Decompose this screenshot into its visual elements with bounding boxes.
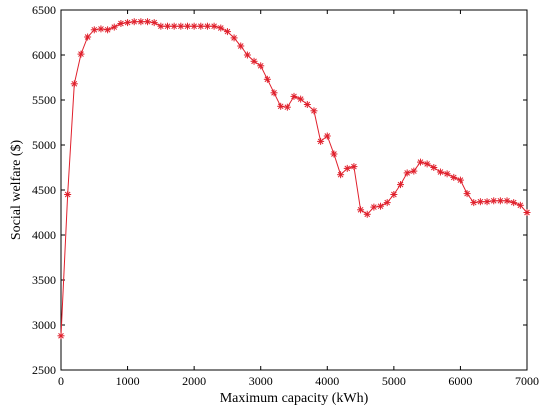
data-point xyxy=(456,176,464,184)
data-point xyxy=(523,209,531,216)
x-tick-label: 4000 xyxy=(315,374,339,388)
data-point xyxy=(137,18,145,26)
data-point xyxy=(317,137,325,145)
data-point xyxy=(510,199,518,207)
data-point xyxy=(476,198,484,206)
y-tick-label: 5500 xyxy=(32,93,56,107)
x-tick-label: 7000 xyxy=(515,374,539,388)
data-point xyxy=(490,197,498,205)
data-point xyxy=(257,62,265,70)
data-point xyxy=(210,22,218,30)
data-point xyxy=(70,80,78,88)
data-point xyxy=(350,163,358,171)
data-point xyxy=(164,22,172,30)
data-point xyxy=(150,19,158,27)
y-axis-title: Social welfare ($) xyxy=(9,140,24,241)
data-point xyxy=(450,173,458,181)
data-point xyxy=(190,22,198,30)
data-point xyxy=(263,75,271,83)
data-point xyxy=(377,202,385,210)
data-point xyxy=(483,198,491,206)
data-point xyxy=(270,89,278,97)
data-point xyxy=(237,42,245,50)
x-tick-label: 5000 xyxy=(382,374,406,388)
data-point xyxy=(397,181,405,189)
y-tick-label: 4000 xyxy=(32,228,56,242)
data-point xyxy=(370,203,378,211)
data-point xyxy=(410,167,418,175)
y-tick-label: 4500 xyxy=(32,183,56,197)
data-point xyxy=(243,51,251,59)
data-point xyxy=(290,92,298,100)
series-markers xyxy=(57,18,531,340)
y-tick-label: 2500 xyxy=(32,363,56,377)
data-point xyxy=(496,197,504,205)
x-tick-label: 2000 xyxy=(182,374,206,388)
data-point xyxy=(250,57,258,65)
data-point xyxy=(303,101,311,108)
data-point xyxy=(436,168,444,176)
data-point xyxy=(130,18,138,26)
data-point xyxy=(430,164,438,171)
data-point xyxy=(330,150,338,158)
data-point xyxy=(183,22,191,30)
data-point xyxy=(463,190,471,198)
data-point xyxy=(177,22,185,30)
data-point xyxy=(77,50,85,58)
data-point xyxy=(90,26,98,34)
data-point xyxy=(223,28,231,36)
data-point xyxy=(144,18,152,26)
data-point xyxy=(117,20,125,27)
data-point xyxy=(423,160,431,168)
data-point xyxy=(104,26,112,34)
x-axis-title: Maximum capacity (kWh) xyxy=(220,391,369,406)
data-point xyxy=(443,170,451,178)
data-point xyxy=(157,22,165,30)
data-point xyxy=(390,191,398,198)
data-point xyxy=(343,164,351,172)
data-point xyxy=(124,19,132,27)
y-tick-label: 6000 xyxy=(32,48,56,62)
data-point xyxy=(283,103,291,111)
data-point xyxy=(277,102,285,110)
x-tick-label: 0 xyxy=(58,374,64,388)
data-point xyxy=(516,201,524,209)
data-point xyxy=(297,95,305,103)
data-point xyxy=(503,197,511,205)
plot-area xyxy=(60,9,528,371)
y-tick-label: 3000 xyxy=(32,318,56,332)
data-point xyxy=(217,24,225,32)
data-point xyxy=(57,332,65,340)
data-point xyxy=(203,22,211,30)
data-point xyxy=(230,34,238,42)
x-tick-label: 3000 xyxy=(249,374,273,388)
x-tick-label: 1000 xyxy=(116,374,140,388)
data-point xyxy=(357,206,365,214)
data-point xyxy=(84,33,92,41)
data-point xyxy=(97,25,105,33)
data-point xyxy=(64,191,72,198)
data-point xyxy=(170,22,178,30)
data-point xyxy=(323,132,331,140)
data-point xyxy=(403,169,411,177)
data-point xyxy=(110,23,118,31)
y-tick-label: 3500 xyxy=(32,273,56,287)
x-tick-label: 6000 xyxy=(448,374,472,388)
data-point xyxy=(470,199,478,207)
data-point xyxy=(383,199,391,207)
axis-ticks xyxy=(60,9,528,371)
data-point xyxy=(310,107,318,115)
data-point xyxy=(337,171,345,179)
y-tick-label: 5000 xyxy=(32,138,56,152)
data-point xyxy=(416,158,424,166)
data-point xyxy=(197,22,205,30)
y-tick-label: 6500 xyxy=(32,3,56,17)
tick-labels: 0 1000 2000 3000 4000 5000 6000 7000 2500 3000 350… xyxy=(32,3,539,388)
data-point xyxy=(363,210,371,218)
